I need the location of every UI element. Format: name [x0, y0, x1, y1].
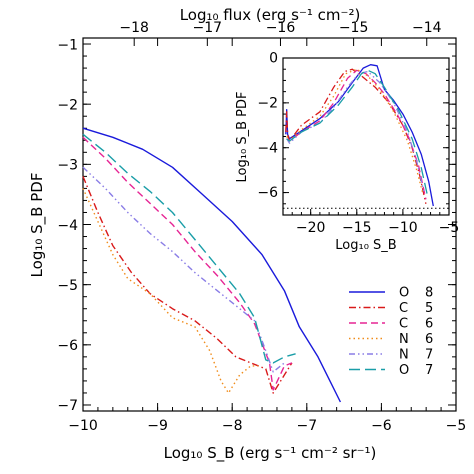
legend-label-ion: 5 — [425, 301, 433, 316]
y-tick-label: −4 — [257, 140, 278, 156]
x-tick-label: −6 — [371, 418, 392, 434]
legend-label: O — [399, 363, 409, 378]
inset-axis-ticks: −20 −15 −10 −5−6−4−20 — [257, 51, 459, 236]
x-tick-label: −5 — [446, 418, 467, 434]
main-ylabel: Log₁₀ S_B PDF — [28, 173, 47, 278]
y-tick-label: −2 — [257, 95, 278, 111]
legend-label: N — [399, 332, 409, 347]
main-xlabel: Log₁₀ S_B (erg s⁻¹ cm⁻² sr⁻¹) — [164, 444, 377, 463]
legend-label-ion: 6 — [425, 332, 433, 347]
legend: O 8 C 5 C 6 N 6 N 7 O 7 — [349, 286, 433, 378]
legend-label-ion: 6 — [425, 317, 433, 332]
legend-label-ion: 8 — [425, 286, 433, 301]
x-tick-label: −15 — [342, 220, 372, 236]
y-tick-label: 0 — [269, 51, 278, 67]
inset-series-lines — [283, 64, 449, 209]
series-line — [82, 176, 293, 394]
x-tick-label: −5 — [439, 220, 460, 236]
main-series-lines — [82, 127, 342, 403]
main-top-xlabel: Log₁₀ flux (erg s⁻¹ cm⁻²) — [180, 6, 361, 24]
y-tick-label: −4 — [57, 218, 78, 234]
top-x-tick-label: −15 — [339, 20, 369, 36]
top-x-tick-label: −18 — [119, 20, 149, 36]
series-line — [286, 69, 429, 198]
y-tick-label: −2 — [57, 97, 78, 113]
top-x-tick-label: −17 — [193, 20, 223, 36]
series-line — [82, 166, 285, 373]
x-tick-label: −7 — [296, 418, 317, 434]
legend-label: C — [399, 317, 408, 332]
main-axis-ticks: −10 −9 −8 −7 −6 −5−7−6−5−4−3−2−1−18 −17 −16 −15−… — [57, 20, 466, 434]
legend-label-ion: 7 — [425, 348, 433, 363]
y-tick-label: −6 — [57, 338, 78, 354]
x-tick-label: −10 — [388, 220, 418, 236]
y-tick-label: −5 — [57, 278, 78, 294]
top-x-tick-label: −16 — [266, 20, 296, 36]
legend-label-ion: 7 — [425, 363, 433, 378]
legend-label: O — [399, 286, 409, 301]
series-line — [82, 188, 259, 394]
series-line — [82, 136, 293, 391]
inset-xlabel: Log₁₀ S_B — [335, 238, 396, 253]
series-line — [82, 127, 342, 403]
legend-label: C — [399, 301, 408, 316]
y-tick-label: −1 — [57, 37, 78, 53]
x-tick-label: −9 — [147, 418, 168, 434]
x-tick-label: −10 — [68, 418, 98, 434]
top-x-tick-label: −14 — [412, 20, 442, 36]
legend-label: N — [399, 348, 409, 363]
series-line — [82, 133, 296, 364]
y-tick-label: −3 — [57, 158, 78, 174]
y-tick-label: −7 — [57, 398, 78, 414]
x-tick-label: −20 — [296, 220, 326, 236]
x-tick-label: −8 — [222, 418, 243, 434]
inset-ylabel: Log₁₀ S_B PDF — [235, 92, 250, 183]
y-tick-label: −6 — [257, 185, 278, 201]
